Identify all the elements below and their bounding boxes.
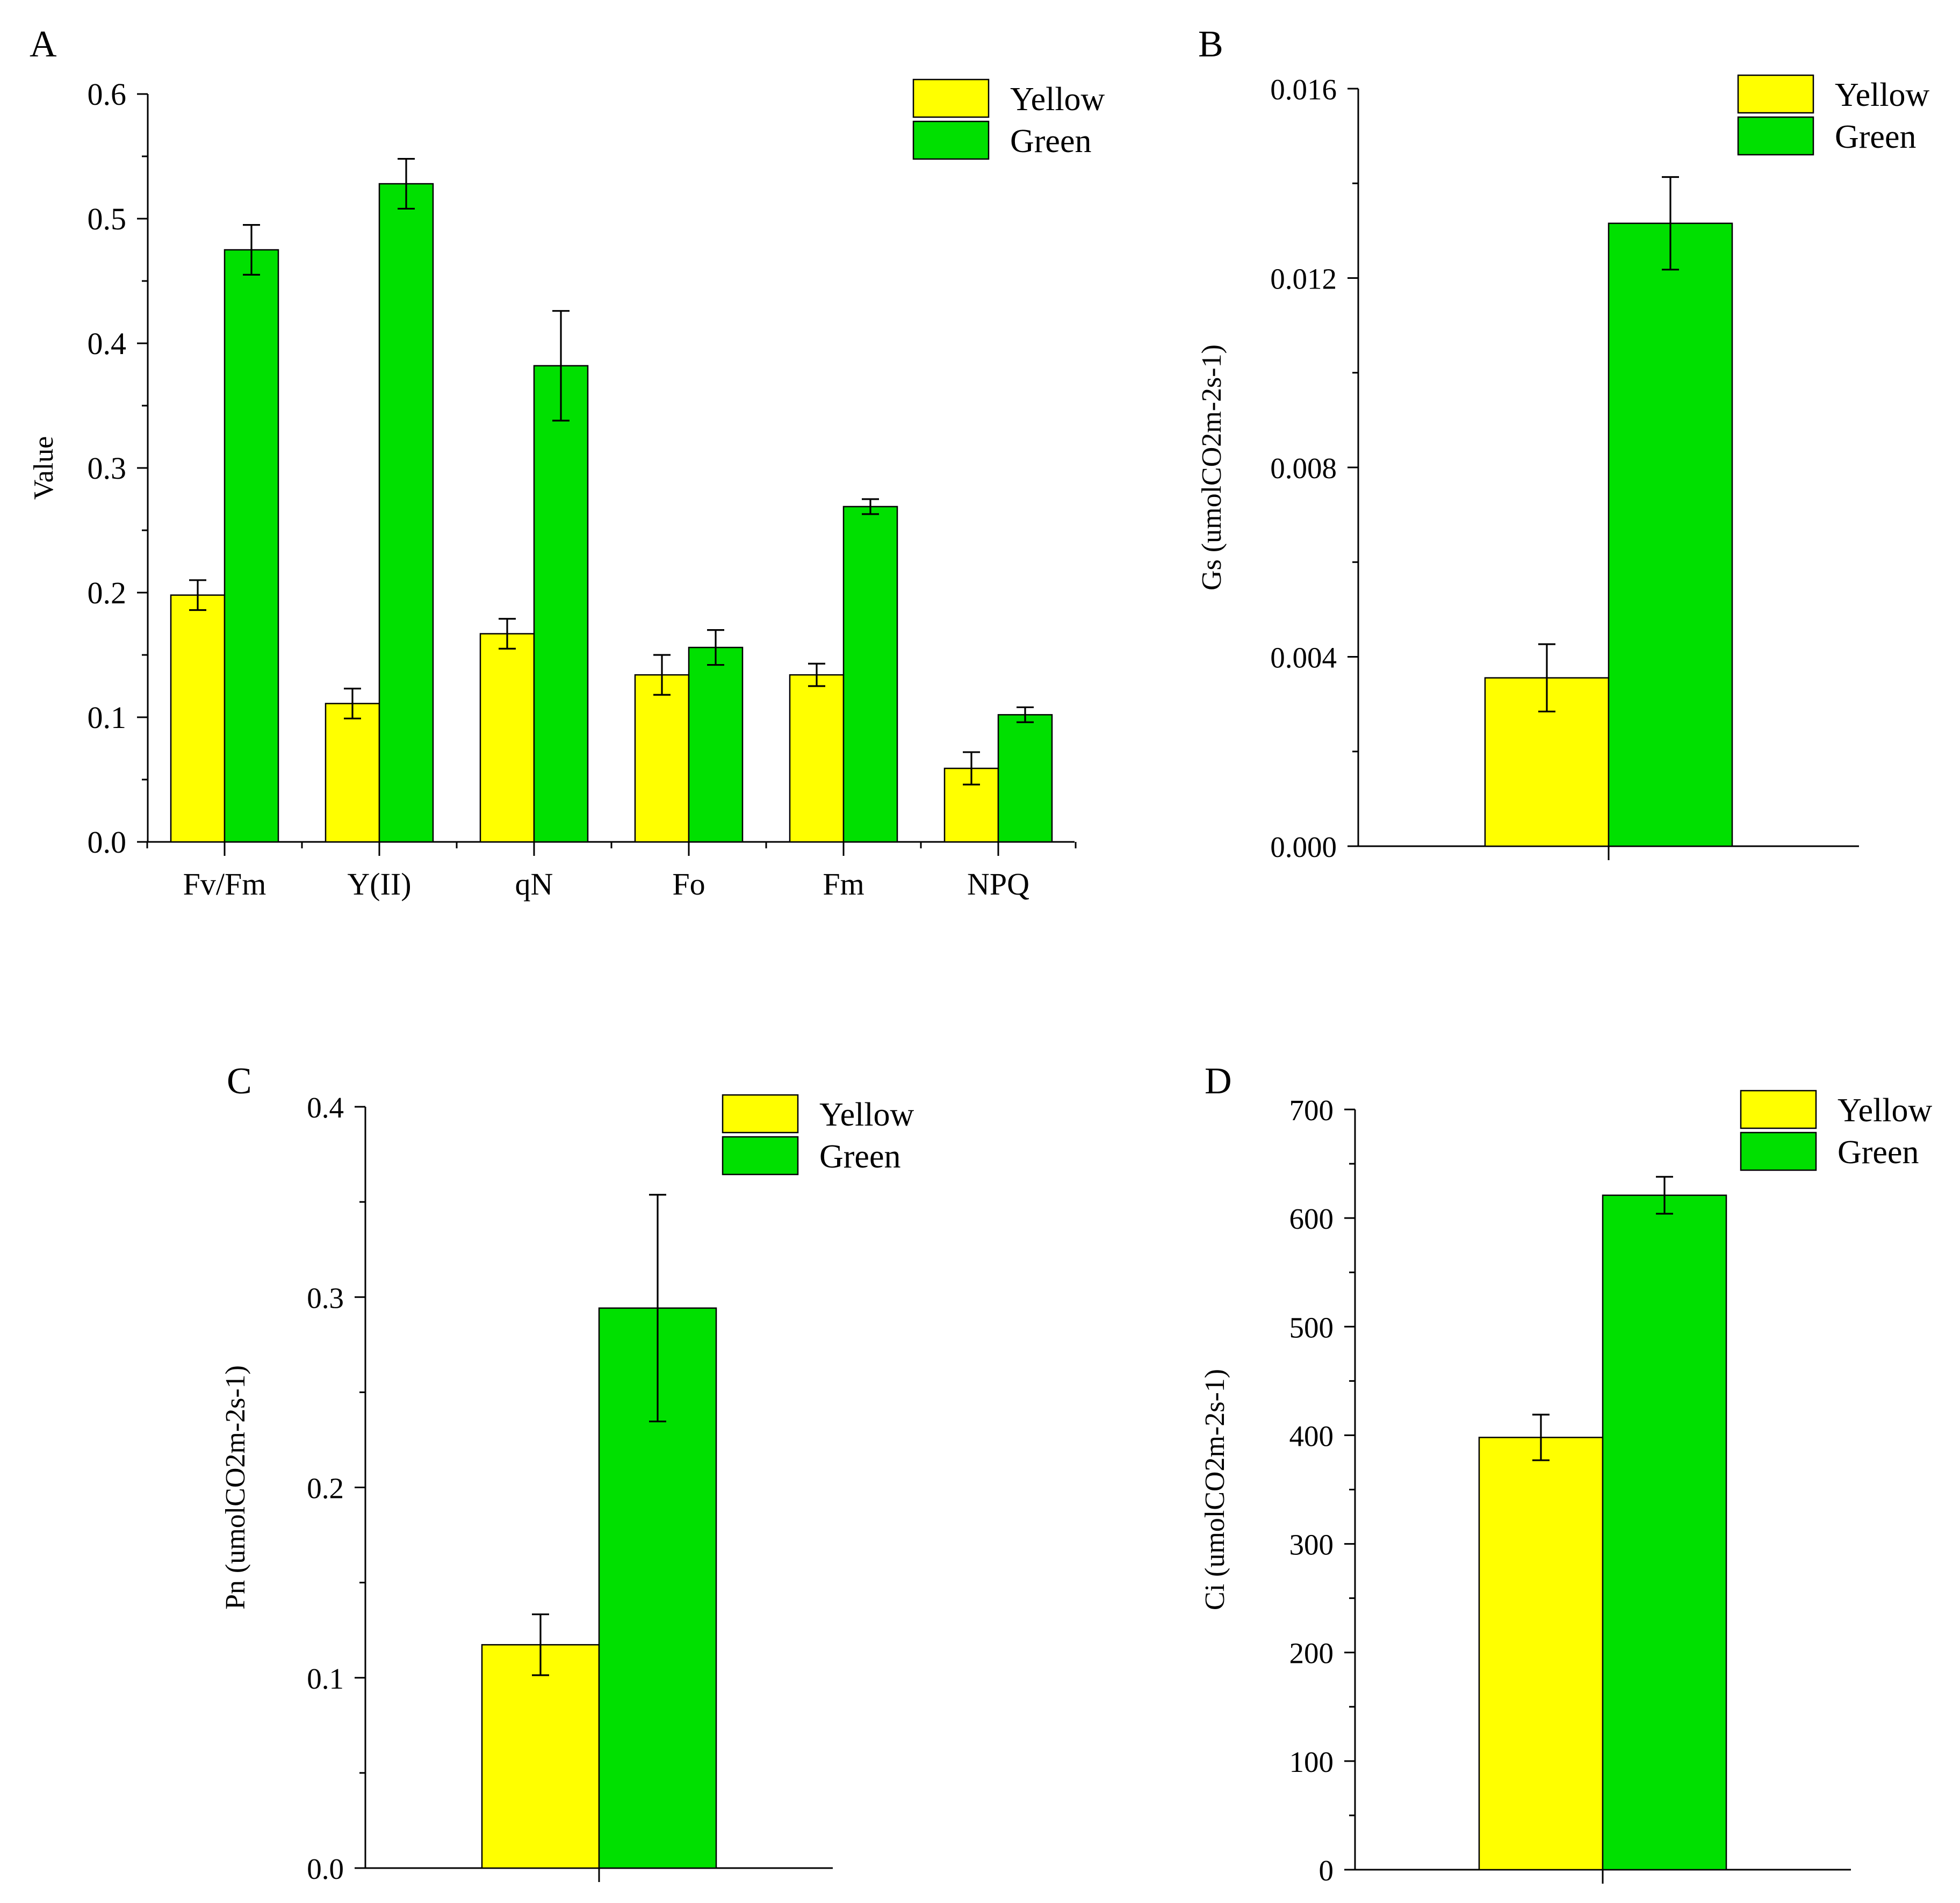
x-tick-label: Fo [672,867,705,902]
y-tick-label: 0.008 [1270,452,1337,485]
bar-green [1602,1194,1727,1871]
y-tick-label: 700 [1289,1094,1334,1127]
bar-yellow [1478,1437,1604,1871]
bar-green [997,714,1053,843]
y-tick-label: 0.4 [88,326,127,361]
y-tick-label: 0.0 [88,825,127,860]
bar-green [533,365,589,843]
y-tick-label: 0 [1319,1854,1334,1887]
y-tick-label: 0.2 [307,1472,344,1505]
legend-swatch-yellow [722,1094,799,1134]
x-tick-label: NPQ [967,867,1029,902]
legend-label-green: Green [1837,1134,1919,1171]
x-tick-label: Y(II) [347,867,411,902]
panel-c: C 0.0 0.1 0.2 0.3 0.4 Pn (umolCO2m-2s-1) Yellow… [220,1061,914,1885]
legend-swatch-green [1740,1131,1817,1171]
legend-label-yellow: Yellow [1010,81,1105,118]
bar-yellow [325,703,380,843]
y-tick-label: 0.2 [88,575,127,610]
panel-a: A 0.0 0.1 0.2 0.3 0.4 0.5 0.6 Value Fv/Fm Y(II) qN F… [28,24,1105,902]
bar-yellow [789,674,845,843]
panel-letter: C [227,1061,252,1102]
y-tick-label: 0.4 [307,1091,344,1124]
y-tick-label: 0.0 [307,1852,344,1885]
panel-d: D 0 100 200 300 400 500 600 700 Ci (umolCO2m-2s-1… [1200,1061,1933,1887]
y-tick-label: 100 [1289,1746,1334,1778]
panel-letter: D [1205,1061,1232,1102]
y-axis-label: Value [28,436,59,500]
x-tick-label: Fm [823,867,864,902]
y-tick-label: 300 [1289,1529,1334,1561]
legend-label-green: Green [1010,123,1091,160]
legend-swatch-yellow [912,78,990,118]
y-tick-label: 0.012 [1270,263,1337,295]
bar-yellow [170,594,226,843]
x-tick-label: qN [515,867,553,902]
bar-yellow [479,633,535,843]
y-tick-label: 0.3 [88,451,127,486]
panel-letter: B [1198,24,1223,65]
legend-label-green: Green [1835,119,1916,155]
y-tick-label: 600 [1289,1202,1334,1235]
legend-label-yellow: Yellow [1837,1092,1933,1129]
legend-swatch-green [722,1136,799,1176]
legend-swatch-green [1737,116,1814,156]
y-tick-label: 0.6 [88,77,127,112]
y-axis-label: Ci (umolCO2m-2s-1) [1200,1369,1230,1610]
y-tick-label: 0.3 [307,1281,344,1314]
bar-green [688,646,744,843]
bar-green [1608,222,1733,847]
y-tick-label: 0.004 [1270,641,1337,674]
y-tick-label: 200 [1289,1637,1334,1670]
legend-label-yellow: Yellow [1835,77,1930,113]
legend-swatch-green [912,120,990,160]
legend-swatch-yellow [1740,1090,1817,1129]
y-axis-label: Pn (umolCO2m-2s-1) [220,1365,251,1610]
x-tick-label: Fv/Fm [183,867,266,902]
bar-green [224,249,279,843]
panel-b: B 0.000 0.004 0.008 0.012 0.016 Gs (umolCO2m-2… [1197,24,1930,863]
bar-yellow [634,674,690,843]
legend-label-yellow: Yellow [819,1097,914,1133]
legend-swatch-yellow [1737,74,1814,114]
y-axis-label: Gs (umolCO2m-2s-1) [1197,344,1227,590]
y-tick-label: 0.1 [88,700,127,735]
bar-yellow [481,1644,600,1869]
y-tick-label: 0.016 [1270,73,1337,106]
legend-label-green: Green [819,1138,900,1175]
panel-letter: A [30,24,57,65]
bar-green [378,183,434,843]
y-tick-label: 400 [1289,1419,1334,1452]
bar-green [842,506,898,843]
y-tick-label: 0.000 [1270,831,1337,863]
y-tick-label: 0.1 [307,1662,344,1695]
y-tick-label: 0.5 [88,201,127,236]
y-tick-label: 500 [1289,1311,1334,1344]
